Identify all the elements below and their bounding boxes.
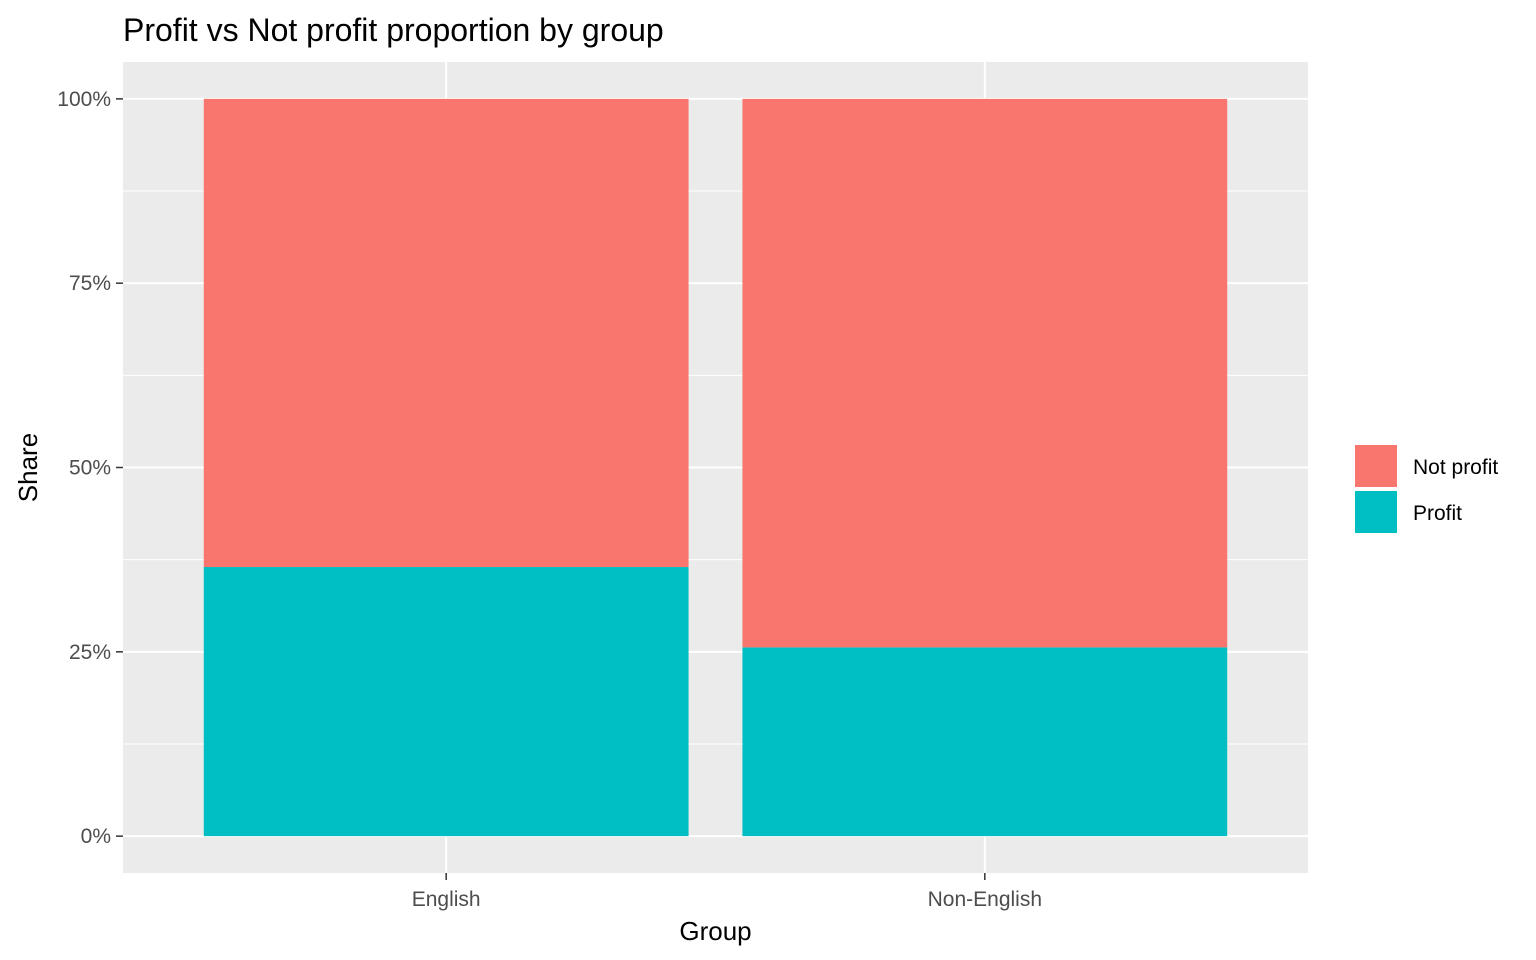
y-axis-title: Share	[13, 433, 43, 502]
x-axis: English Non-English	[412, 873, 1042, 911]
y-axis: 0% 25% 50% 75% 100%	[57, 88, 123, 848]
bar-english-profit	[204, 567, 689, 836]
bar-non-english-profit	[742, 647, 1227, 836]
y-tick-label: 75%	[69, 272, 111, 295]
x-tick-label: English	[412, 888, 481, 911]
legend-key-not-profit	[1354, 444, 1398, 488]
y-tick-label: 0%	[81, 825, 111, 848]
legend-label: Profit	[1413, 502, 1462, 525]
y-tick-label: 100%	[57, 88, 111, 111]
bar-english-not-profit	[204, 99, 689, 567]
x-tick-label: Non-English	[928, 888, 1042, 911]
legend-label: Not profit	[1413, 456, 1498, 479]
legend-key-profit	[1354, 490, 1398, 534]
bar-non-english-not-profit	[742, 99, 1227, 648]
chart-title: Profit vs Not profit proportion by group	[123, 12, 664, 48]
x-axis-title: Group	[679, 916, 751, 946]
y-tick-label: 25%	[69, 641, 111, 664]
y-tick-label: 50%	[69, 457, 111, 480]
legend: Not profit Profit	[1354, 444, 1498, 534]
